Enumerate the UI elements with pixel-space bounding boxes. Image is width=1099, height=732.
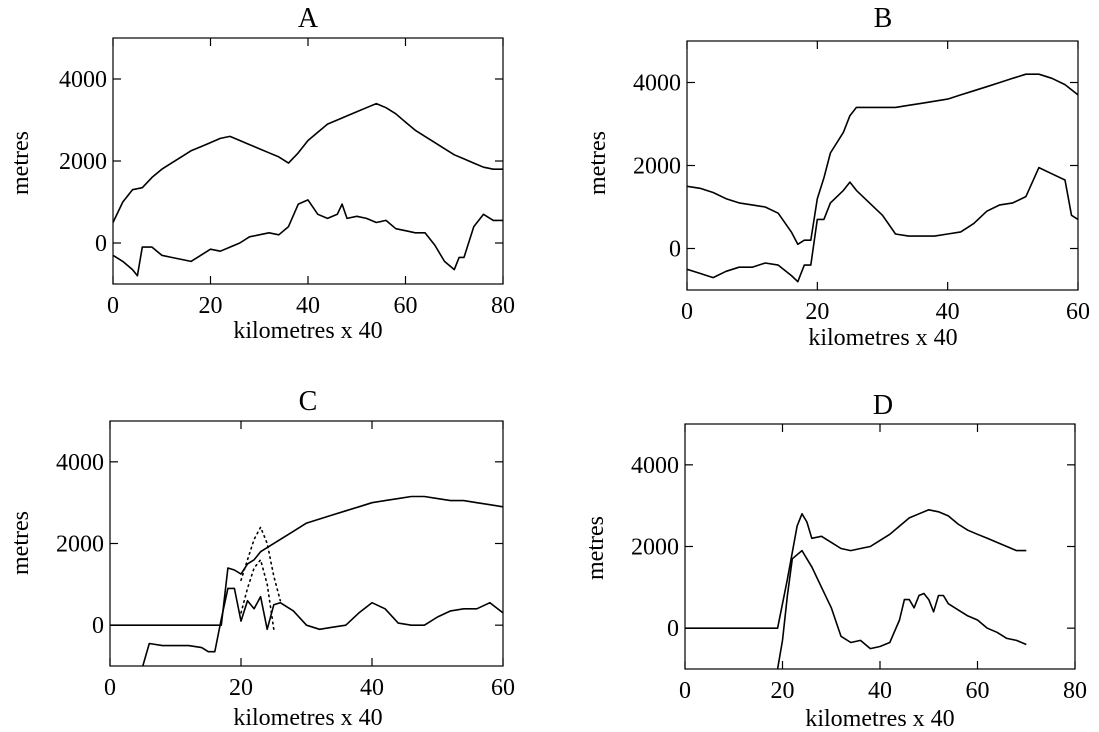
panel-d-x-tick-label: 20 (771, 678, 795, 704)
panel-c-plot-frame (109, 420, 504, 667)
panel-a-series-1-line (113, 102, 503, 223)
panel-b-x-tick-label: 20 (805, 299, 829, 325)
panel-d-plot-frame (684, 423, 1076, 670)
panel-d-y-tick-label: 4000 (631, 453, 679, 479)
panel-a-chart: A kilometres x 40 metres 0 20 40 60 80 0 2000 4… (8, 3, 515, 344)
panel-b-x-tick-label: 0 (681, 299, 693, 325)
panel-d-x-tick-label: 0 (679, 678, 691, 704)
panel-b-y-tick-label: 2000 (633, 154, 681, 180)
panel-b-series-2-line (687, 166, 1078, 283)
panel-c-x-tick-label: 0 (104, 675, 116, 701)
panel-c-x-tick-label: 20 (229, 675, 253, 701)
panel-b-x-tick-label: 60 (1066, 299, 1090, 325)
panel-a-series-2-line (113, 199, 503, 277)
panel-d-y-axis-label: metres (583, 516, 609, 580)
panel-c-chart: C kilometres x 40 metres 0 20 40 60 0 2000 400… (8, 386, 515, 731)
panel-b-y-axis-label: metres (585, 131, 611, 195)
panel-b-series-1-line (687, 73, 1078, 246)
panel-b-x-axis-label: kilometres x 40 (808, 325, 957, 351)
panel-c-title: C (299, 386, 318, 417)
panel-d-title: D (873, 390, 893, 421)
panel-a-x-axis-label: kilometres x 40 (233, 318, 382, 344)
panel-d-series-group (685, 508, 1027, 669)
panel-d-series-1-line (685, 508, 1027, 630)
panel-d-x-axis-label: kilometres x 40 (805, 706, 954, 732)
panel-c-y-tick-label: 0 (92, 613, 104, 639)
panel-b-title: B (874, 3, 893, 34)
panel-d-x-tick-label: 40 (868, 678, 892, 704)
panel-a-plot-frame (112, 37, 504, 285)
panel-c-y-tick-label: 4000 (56, 450, 104, 476)
panel-c-x-axis-label: kilometres x 40 (233, 705, 382, 731)
panel-a-y-axis-label: metres (8, 131, 34, 195)
panel-a-y-tick-label: 0 (95, 231, 107, 257)
panel-c-x-tick-label: 60 (491, 675, 515, 701)
panel-c-series-1-line (110, 495, 503, 627)
panel-c-y-axis-label: metres (8, 511, 34, 575)
panel-c-series-group (110, 495, 503, 666)
panel-d-series-2-line (776, 549, 1027, 669)
panel-d-y-tick-label: 0 (667, 616, 679, 642)
panel-a-x-tick-label: 0 (107, 293, 119, 319)
panel-b-y-tick-label: 0 (669, 237, 681, 263)
panel-b-y-tick-label: 4000 (633, 71, 681, 97)
panel-b-x-tick-label: 40 (936, 299, 960, 325)
panel-b-chart: B kilometres x 40 metres 0 20 40 60 0 2000 400… (585, 3, 1090, 351)
panel-c-series-2-line (142, 587, 503, 666)
panel-a-y-tick-label: 2000 (59, 149, 107, 175)
panel-c-y-tick-label: 2000 (56, 532, 104, 558)
panel-c-x-tick-label: 40 (360, 675, 384, 701)
panel-d-x-tick-label: 80 (1063, 678, 1087, 704)
panel-a-x-tick-label: 60 (394, 293, 418, 319)
panel-c-series-4-line (240, 558, 275, 631)
panel-a-series-group (113, 102, 503, 277)
panel-a-x-tick-label: 80 (491, 293, 515, 319)
panel-b-series-group (687, 73, 1078, 283)
panel-d-chart: D kilometres x 40 metres 0 20 40 60 80 0 2000 4… (583, 390, 1087, 732)
panel-d-y-tick-label: 2000 (631, 535, 679, 561)
panel-c-series-3-line (240, 525, 282, 602)
panel-a-title: A (298, 3, 319, 34)
panel-a-x-tick-label: 40 (296, 293, 320, 319)
panel-d-x-tick-label: 60 (966, 678, 990, 704)
panel-a-x-tick-label: 20 (199, 293, 223, 319)
panel-b-plot-frame (686, 40, 1079, 291)
panel-a-y-tick-label: 4000 (59, 67, 107, 93)
